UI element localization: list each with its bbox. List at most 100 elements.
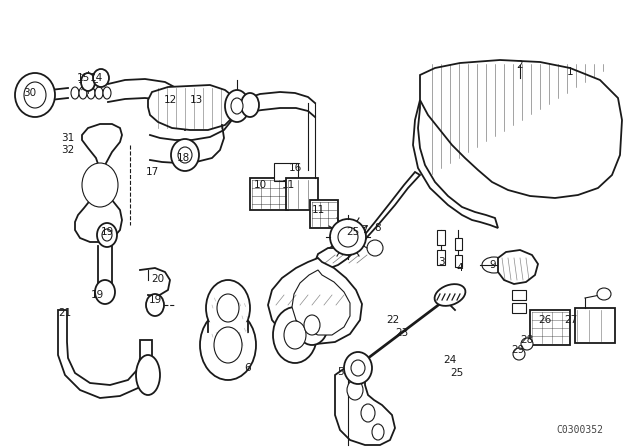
Ellipse shape — [81, 73, 95, 91]
Ellipse shape — [79, 87, 87, 99]
Text: 22: 22 — [387, 315, 399, 325]
Ellipse shape — [217, 294, 239, 322]
Ellipse shape — [241, 93, 259, 117]
Text: 19: 19 — [148, 295, 162, 305]
Text: 11: 11 — [282, 180, 294, 190]
Text: 13: 13 — [189, 95, 203, 105]
Text: 16: 16 — [289, 163, 301, 173]
Text: C0300352: C0300352 — [557, 425, 604, 435]
Ellipse shape — [521, 338, 533, 350]
Text: 17: 17 — [145, 167, 159, 177]
Text: 8: 8 — [374, 223, 381, 233]
Text: 18: 18 — [177, 153, 189, 163]
Text: 27: 27 — [564, 315, 578, 325]
Text: 26: 26 — [538, 315, 552, 325]
Ellipse shape — [71, 87, 79, 99]
Ellipse shape — [372, 424, 384, 440]
Ellipse shape — [330, 219, 366, 255]
Ellipse shape — [273, 307, 317, 363]
Text: 32: 32 — [61, 145, 75, 155]
Ellipse shape — [93, 69, 109, 87]
Ellipse shape — [367, 240, 383, 256]
Polygon shape — [315, 172, 420, 268]
Text: 19: 19 — [90, 290, 104, 300]
Text: 1: 1 — [566, 67, 573, 77]
Text: 20: 20 — [152, 274, 164, 284]
Ellipse shape — [225, 90, 249, 122]
Text: 15: 15 — [76, 73, 90, 83]
Ellipse shape — [15, 73, 55, 117]
Ellipse shape — [102, 229, 112, 241]
Ellipse shape — [513, 348, 525, 360]
Ellipse shape — [24, 82, 46, 108]
Ellipse shape — [136, 355, 160, 395]
Text: 14: 14 — [90, 73, 102, 83]
Text: 7: 7 — [361, 225, 367, 235]
Bar — [512, 290, 526, 300]
Ellipse shape — [95, 87, 103, 99]
Ellipse shape — [351, 360, 365, 376]
Ellipse shape — [178, 147, 192, 163]
Text: 31: 31 — [61, 133, 75, 143]
Bar — [575, 308, 615, 343]
Ellipse shape — [344, 352, 372, 384]
Text: 6: 6 — [244, 363, 252, 373]
Text: 29: 29 — [511, 345, 525, 355]
Ellipse shape — [338, 227, 358, 247]
Bar — [455, 238, 462, 250]
Polygon shape — [498, 250, 538, 284]
Ellipse shape — [347, 380, 363, 400]
Text: 25: 25 — [346, 227, 360, 237]
Ellipse shape — [87, 87, 95, 99]
Bar — [286, 178, 318, 210]
Ellipse shape — [97, 223, 117, 247]
Ellipse shape — [82, 163, 118, 207]
Ellipse shape — [284, 321, 306, 349]
Bar — [530, 310, 570, 345]
Polygon shape — [75, 124, 122, 242]
Polygon shape — [413, 100, 498, 228]
Polygon shape — [268, 258, 362, 344]
Ellipse shape — [95, 280, 115, 304]
Ellipse shape — [231, 98, 243, 114]
Bar — [455, 255, 462, 267]
Text: 28: 28 — [520, 335, 534, 345]
Ellipse shape — [435, 284, 465, 306]
Ellipse shape — [482, 257, 506, 273]
Text: 2: 2 — [516, 60, 524, 70]
Text: 3: 3 — [438, 257, 444, 267]
Ellipse shape — [361, 404, 375, 422]
Ellipse shape — [214, 327, 242, 363]
Ellipse shape — [597, 288, 611, 300]
Polygon shape — [148, 85, 235, 130]
Ellipse shape — [304, 315, 320, 335]
Text: 30: 30 — [24, 88, 36, 98]
Text: 5: 5 — [337, 367, 343, 377]
Text: 10: 10 — [253, 180, 267, 190]
Polygon shape — [208, 322, 248, 332]
Text: 4: 4 — [457, 263, 463, 273]
Text: 19: 19 — [100, 227, 114, 237]
Bar — [310, 200, 338, 228]
Text: 23: 23 — [396, 328, 408, 338]
Ellipse shape — [200, 310, 256, 380]
Polygon shape — [58, 310, 152, 398]
Ellipse shape — [296, 305, 328, 345]
Ellipse shape — [171, 139, 199, 171]
Bar — [274, 163, 298, 181]
Bar — [437, 230, 445, 245]
Ellipse shape — [206, 280, 250, 336]
Ellipse shape — [146, 294, 164, 316]
Text: 9: 9 — [490, 260, 496, 270]
Text: 21: 21 — [58, 308, 72, 318]
Text: 25: 25 — [451, 368, 463, 378]
Polygon shape — [292, 270, 350, 335]
Bar — [437, 250, 445, 265]
Bar — [250, 178, 288, 210]
Ellipse shape — [103, 87, 111, 99]
Text: 11: 11 — [312, 205, 324, 215]
Polygon shape — [335, 368, 395, 445]
Text: 12: 12 — [163, 95, 177, 105]
Bar — [512, 303, 526, 313]
Text: 24: 24 — [444, 355, 456, 365]
